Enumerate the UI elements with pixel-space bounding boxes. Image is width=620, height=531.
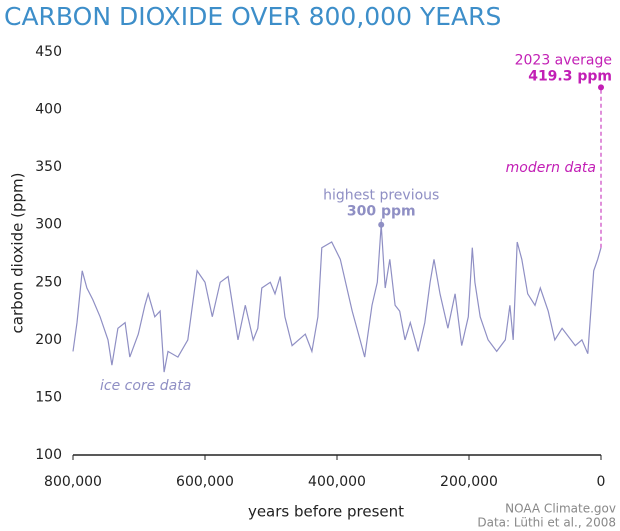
modern-label: modern data xyxy=(506,160,596,176)
x-tick-label: 600,000 xyxy=(176,474,234,490)
x-tick-label: 800,000 xyxy=(44,474,102,490)
y-tick-label: 250 xyxy=(35,274,62,290)
annotation-value: 419.3 ppm xyxy=(528,68,612,84)
line xyxy=(72,224,602,373)
annotation-point xyxy=(378,221,385,228)
annotation-text: 2023 average xyxy=(515,52,612,68)
chart-title: CARBON DIOXIDE OVER 800,000 YEARS xyxy=(4,2,501,31)
y-tick-label: 400 xyxy=(35,102,62,118)
annotation-point xyxy=(598,84,604,91)
source: Data: Lüthi et al., 2008 xyxy=(477,516,616,530)
y-tick-label: 300 xyxy=(35,217,62,233)
y-tick-label: 150 xyxy=(35,389,62,405)
annotation-value: 300 ppm xyxy=(347,204,416,220)
y-tick-label: 100 xyxy=(35,447,62,463)
annotation-text: highest previous xyxy=(323,188,439,204)
legend-label: ice core data xyxy=(100,378,191,394)
y-axis-label: carbon dioxide (ppm) xyxy=(9,173,27,334)
x-tick-label: 200,000 xyxy=(440,474,498,490)
x-tick-label: 0 xyxy=(597,474,606,490)
y-tick-label: 350 xyxy=(35,159,62,175)
x-axis-label: years before present xyxy=(248,503,404,521)
x-tick-label: 400,000 xyxy=(308,474,366,490)
y-tick-label: 450 xyxy=(35,44,62,60)
y-tick-label: 200 xyxy=(35,332,62,348)
source: NOAA Climate.gov xyxy=(505,502,616,516)
